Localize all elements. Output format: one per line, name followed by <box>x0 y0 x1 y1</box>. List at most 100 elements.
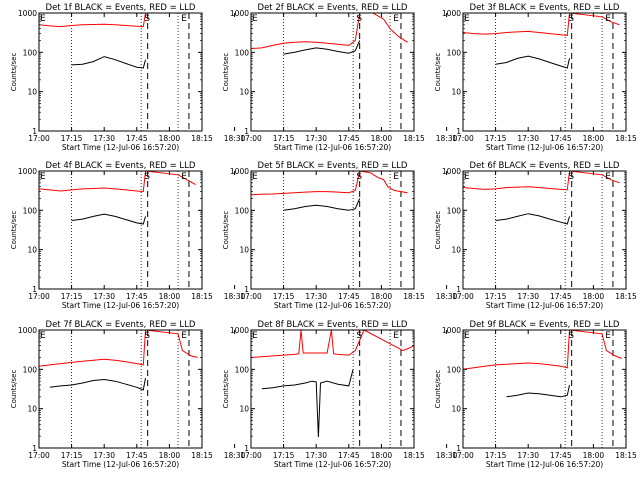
x-tick-label: 17:15 <box>485 134 507 143</box>
x-tick-label: 17:45 <box>550 134 572 143</box>
x-tick-label: 18:15 <box>615 292 637 301</box>
x-axis-label: Start Time (12-Jul-06 16:57:20) <box>62 460 179 469</box>
x-tick-label: 18:00 <box>159 451 181 460</box>
x-tick-label: 17:00 <box>452 451 474 460</box>
x-axis-label: Start Time (12-Jul-06 16:57:20) <box>62 143 179 152</box>
series-line-lld <box>462 12 620 36</box>
x-tick-label: 17:00 <box>240 292 262 301</box>
x-tick-label: 17:30 <box>93 292 115 301</box>
x-tick-label: 18:15 <box>403 134 425 143</box>
y-tick-label: 100 <box>447 365 462 374</box>
x-tick-label: 17:30 <box>517 292 539 301</box>
series-line-events <box>495 55 570 69</box>
x-tick-label: 17:30 <box>305 292 327 301</box>
series-line-events <box>495 213 570 225</box>
event-marker-label: S <box>568 14 574 24</box>
y-tick-label: 10 <box>27 246 37 255</box>
x-tick-label: 18:15 <box>403 451 425 460</box>
event-marker-label: E <box>393 172 399 182</box>
plot-title: Det 1f BLACK = Events, RED = LLD <box>46 3 196 13</box>
y-tick-label: 1000 <box>442 326 461 335</box>
y-tick-label: 1 <box>32 285 37 294</box>
series-line-events <box>283 198 361 211</box>
plot-title: Det 5f BLACK = Events, RED = LLD <box>258 161 408 171</box>
x-tick-label: 18:30 <box>224 134 246 143</box>
y-tick-label: 1 <box>456 127 461 136</box>
plot-title: Det 7f BLACK = Events, RED = LLD <box>46 320 196 330</box>
x-tick-label: 17:45 <box>338 451 360 460</box>
y-axis-label: Counts/sec <box>434 211 442 250</box>
x-tick-label: 18:00 <box>583 134 605 143</box>
y-tick-label: 1 <box>32 444 37 453</box>
y-axis-label: Counts/sec <box>10 211 18 250</box>
y-axis-label: Counts/sec <box>222 370 230 409</box>
plot-title: Det 4f BLACK = Events, RED = LLD <box>46 161 196 171</box>
event-marker-label: S <box>356 172 362 182</box>
y-tick-label: 1000 <box>442 167 461 176</box>
y-tick-label: 10 <box>451 405 461 414</box>
x-tick-label: 18:15 <box>615 134 637 143</box>
series-line-events <box>71 213 146 225</box>
x-tick-label: 17:30 <box>517 134 539 143</box>
plot-title: Det 2f BLACK = Events, RED = LLD <box>258 3 408 13</box>
y-tick-label: 100 <box>447 48 462 57</box>
x-tick-label: 18:15 <box>403 292 425 301</box>
y-tick-label: 10 <box>451 246 461 255</box>
event-marker-label: E <box>181 14 187 24</box>
x-tick-label: 18:30 <box>436 451 458 460</box>
x-tick-label: 17:15 <box>273 451 295 460</box>
event-marker-label: E <box>40 14 46 24</box>
x-axis-label: Start Time (12-Jul-06 16:57:20) <box>274 460 391 469</box>
plot-title: Det 8f BLACK = Events, RED = LLD <box>258 320 408 330</box>
x-tick-label: 17:45 <box>550 451 572 460</box>
x-tick-label: 18:00 <box>371 451 393 460</box>
x-tick-label: 17:30 <box>93 451 115 460</box>
event-marker-label: E <box>605 14 611 24</box>
x-tick-label: 18:00 <box>159 134 181 143</box>
y-tick-label: 10 <box>239 88 249 97</box>
x-tick-label: 17:15 <box>485 292 507 301</box>
y-tick-label: 1000 <box>18 326 37 335</box>
event-marker-label: E <box>605 172 611 182</box>
x-tick-label: 17:45 <box>126 451 148 460</box>
x-tick-label: 17:15 <box>61 134 83 143</box>
series-line-events <box>506 384 570 398</box>
plot-title: Det 6f BLACK = Events, RED = LLD <box>470 161 620 171</box>
x-tick-label: 18:00 <box>583 451 605 460</box>
x-tick-label: 17:00 <box>452 292 474 301</box>
series-line-lld <box>250 170 408 196</box>
y-tick-label: 10 <box>451 88 461 97</box>
event-marker-label: E <box>40 331 46 341</box>
x-tick-label: 17:00 <box>28 451 50 460</box>
y-tick-label: 1000 <box>230 167 249 176</box>
event-marker-label: S <box>356 331 362 341</box>
x-tick-label: 17:15 <box>273 292 295 301</box>
series-line-lld <box>250 12 408 49</box>
x-tick-label: 18:15 <box>191 134 213 143</box>
x-tick-label: 17:45 <box>338 292 360 301</box>
event-marker-label: E <box>393 331 399 341</box>
event-marker-label: S <box>356 14 362 24</box>
x-tick-label: 17:00 <box>452 134 474 143</box>
y-axis-label: Counts/sec <box>222 211 230 250</box>
plot-frame <box>38 12 203 132</box>
event-marker-label: E <box>181 172 187 182</box>
series-line-events <box>49 378 146 391</box>
y-tick-label: 1 <box>32 127 37 136</box>
series-line-lld <box>462 329 622 370</box>
y-axis-label: Counts/sec <box>222 53 230 92</box>
x-tick-label: 18:30 <box>436 292 458 301</box>
x-tick-label: 17:15 <box>61 451 83 460</box>
x-tick-label: 18:00 <box>583 292 605 301</box>
event-marker-label: S <box>568 331 574 341</box>
y-tick-label: 100 <box>235 206 250 215</box>
x-tick-label: 17:00 <box>240 134 262 143</box>
x-tick-label: 18:15 <box>191 451 213 460</box>
x-tick-label: 17:45 <box>126 134 148 143</box>
